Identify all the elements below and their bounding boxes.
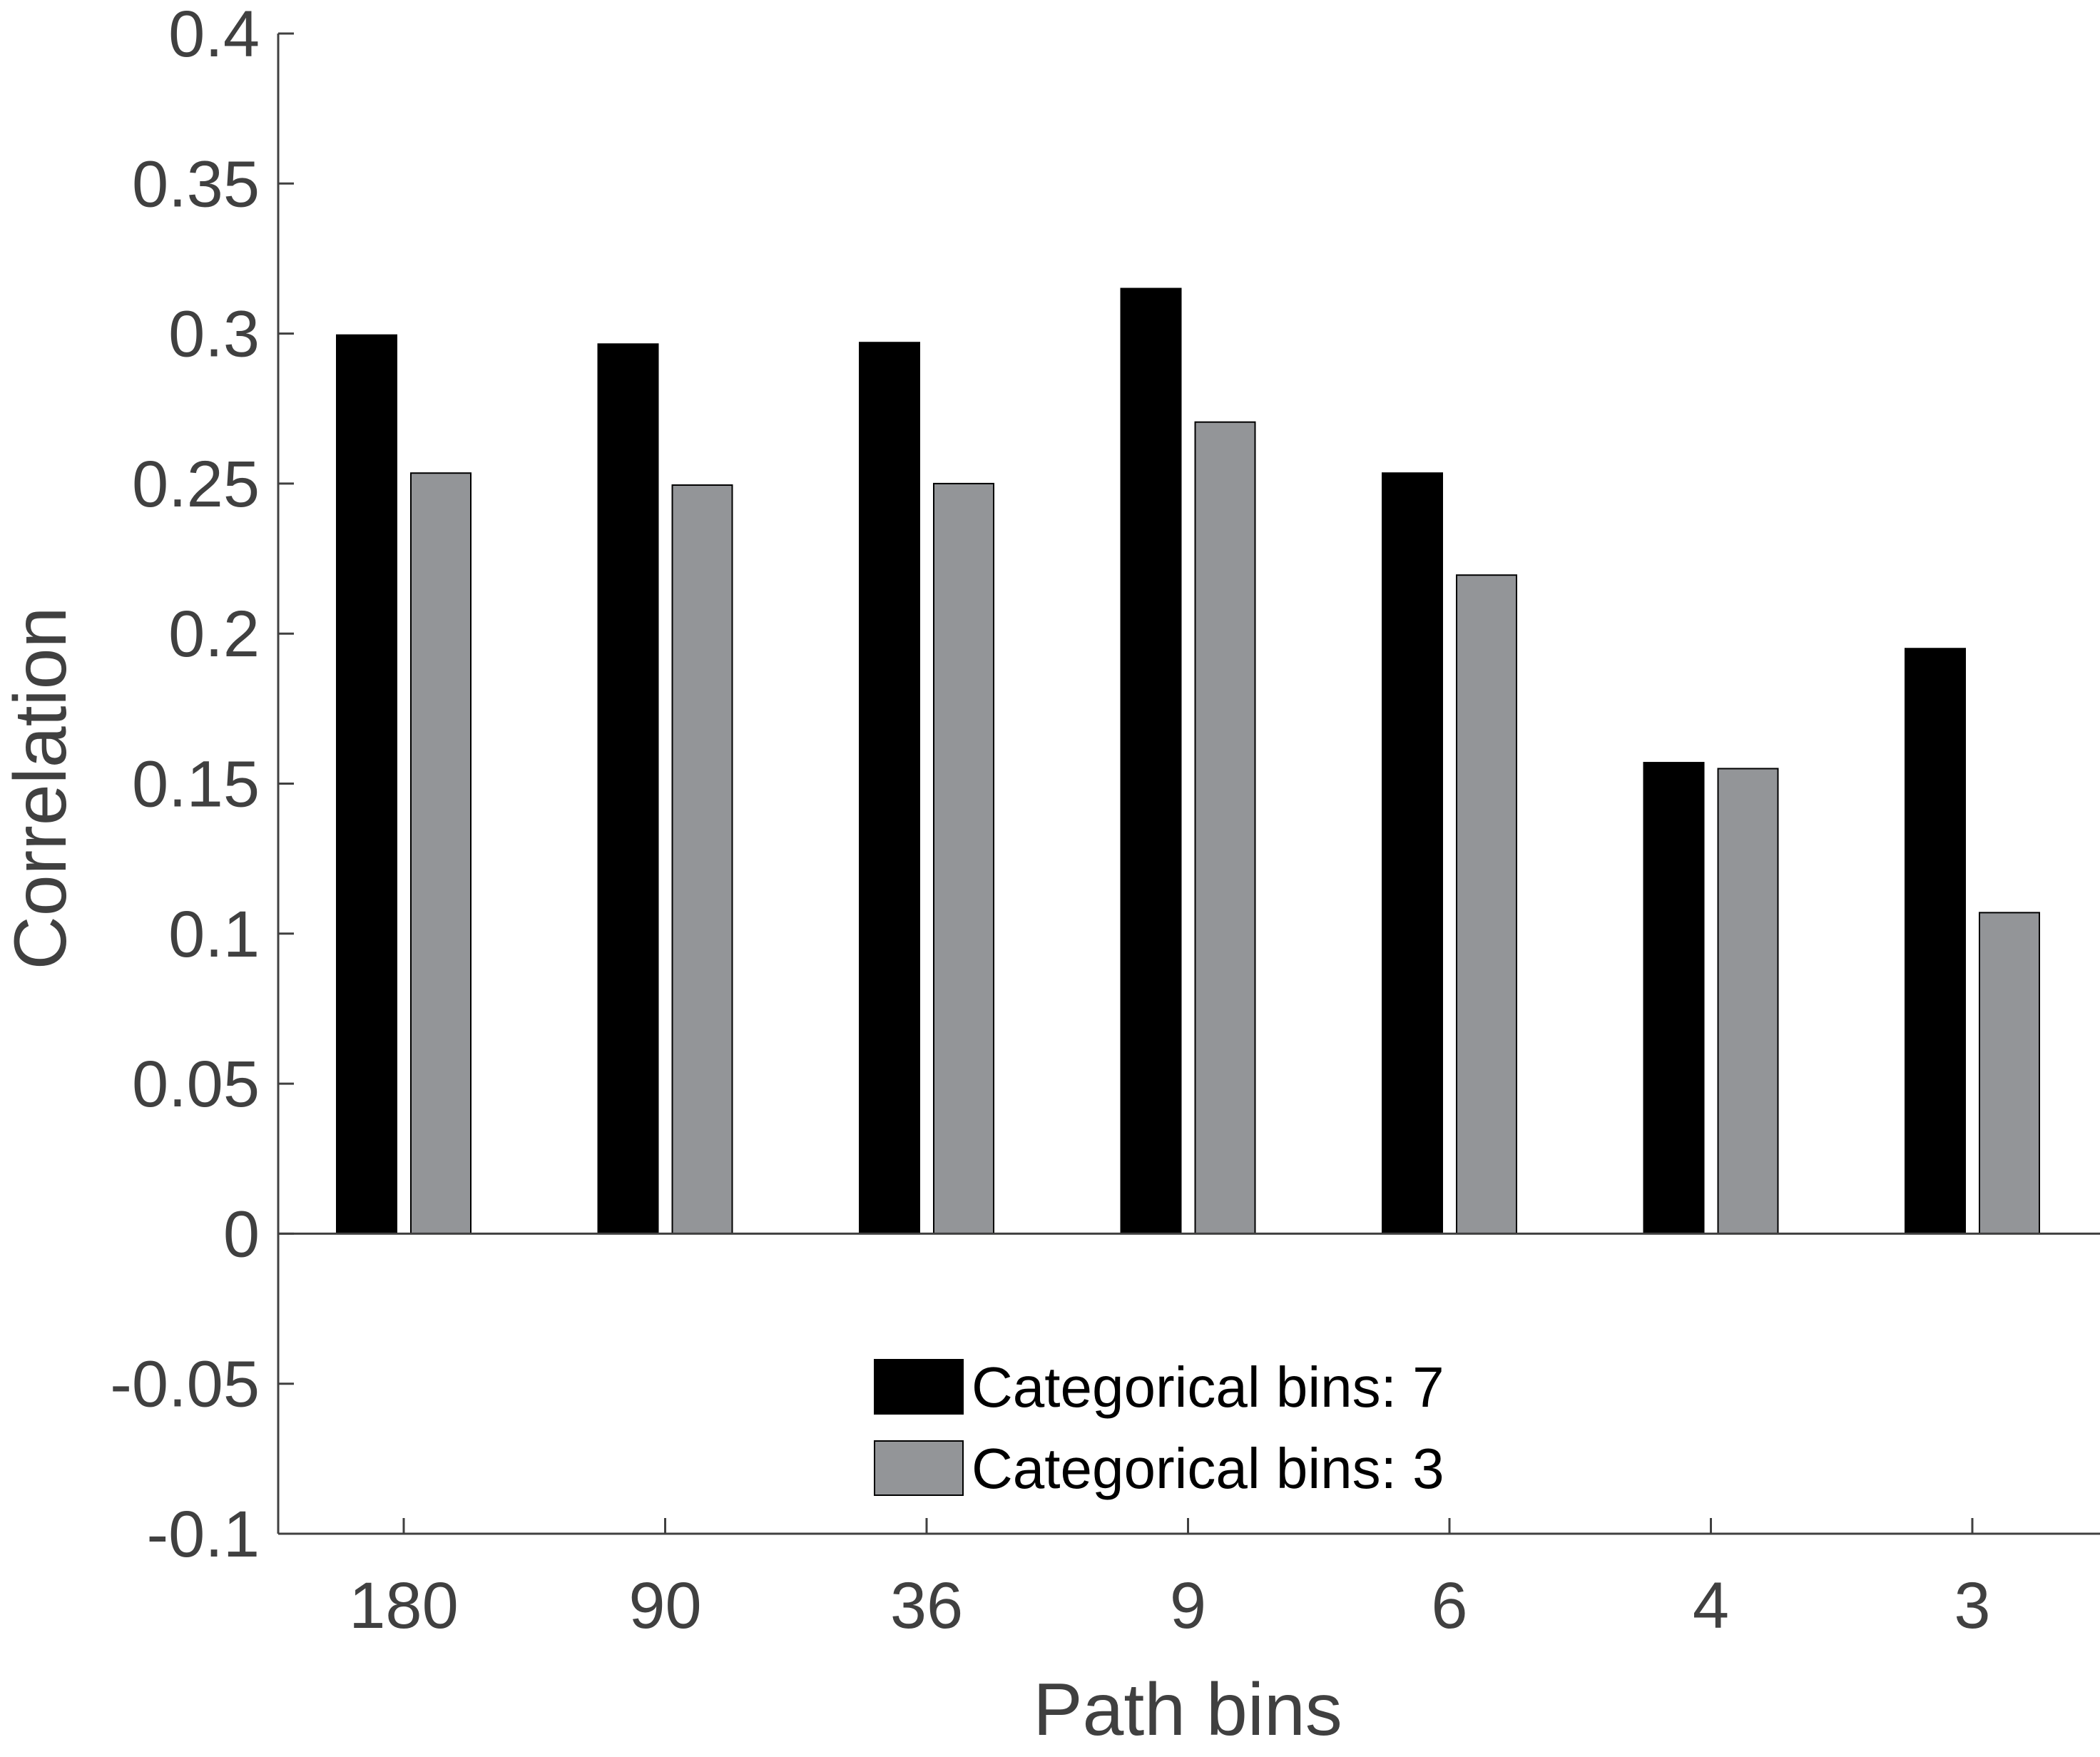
bar-36-series-1 xyxy=(859,342,920,1235)
y-tick-label: 0.15 xyxy=(132,748,260,821)
x-axis-title: Path bins xyxy=(1033,1669,1342,1751)
bar-9-series-1 xyxy=(1120,287,1182,1235)
y-tick-label: 0 xyxy=(223,1198,260,1270)
legend-swatch-series-1 xyxy=(874,1359,964,1415)
bar-6-series-2 xyxy=(1456,574,1517,1235)
y-tick-label: -0.05 xyxy=(110,1348,260,1421)
y-axis-title: Correlation xyxy=(0,607,82,970)
x-tick-label: 4 xyxy=(1693,1569,1729,1642)
y-tick-label: 0.2 xyxy=(168,598,260,671)
bars-layer xyxy=(336,287,2040,1235)
y-tick-label: 0.1 xyxy=(168,898,260,971)
bar-3-series-1 xyxy=(1905,648,1966,1235)
y-tick-label: 0.3 xyxy=(168,298,260,371)
x-tick-label: 90 xyxy=(628,1569,701,1642)
bar-180-series-1 xyxy=(336,334,397,1235)
bar-90-series-1 xyxy=(597,343,659,1235)
x-ticks: 180 90 36 9 6 4 3 xyxy=(349,1518,1991,1642)
legend-swatch-series-2 xyxy=(874,1440,964,1496)
legend: Categorical bins: 7 Categorical bins: 3 xyxy=(874,1355,1444,1500)
bar-9-series-2 xyxy=(1194,421,1256,1235)
y-ticks: -0.1 -0.05 0 0.05 0.1 0.15 0.2 0.25 0.3 0.35 0.4 xyxy=(110,0,294,1571)
legend-label-series-1: Categorical bins: 7 xyxy=(972,1355,1444,1419)
x-tick-label: 6 xyxy=(1431,1569,1467,1642)
y-tick-label: 0.4 xyxy=(168,0,260,71)
y-tick-label: 0.05 xyxy=(132,1048,260,1121)
x-tick-label: 180 xyxy=(349,1569,459,1642)
x-tick-label: 3 xyxy=(1954,1569,1990,1642)
bar-180-series-2 xyxy=(410,472,472,1235)
bar-90-series-2 xyxy=(671,484,733,1235)
y-tick-label: -0.1 xyxy=(146,1498,260,1571)
legend-label-series-2: Categorical bins: 3 xyxy=(972,1437,1444,1500)
bar-4-series-2 xyxy=(1717,768,1779,1235)
y-tick-label: 0.35 xyxy=(132,148,260,220)
x-tick-label: 9 xyxy=(1170,1569,1206,1642)
bar-36-series-2 xyxy=(933,482,994,1235)
bar-6-series-1 xyxy=(1382,472,1443,1235)
x-tick-label: 36 xyxy=(890,1569,963,1642)
bar-4-series-1 xyxy=(1643,762,1705,1235)
y-tick-label: 0.25 xyxy=(132,448,260,521)
bar-3-series-2 xyxy=(1979,912,2040,1235)
